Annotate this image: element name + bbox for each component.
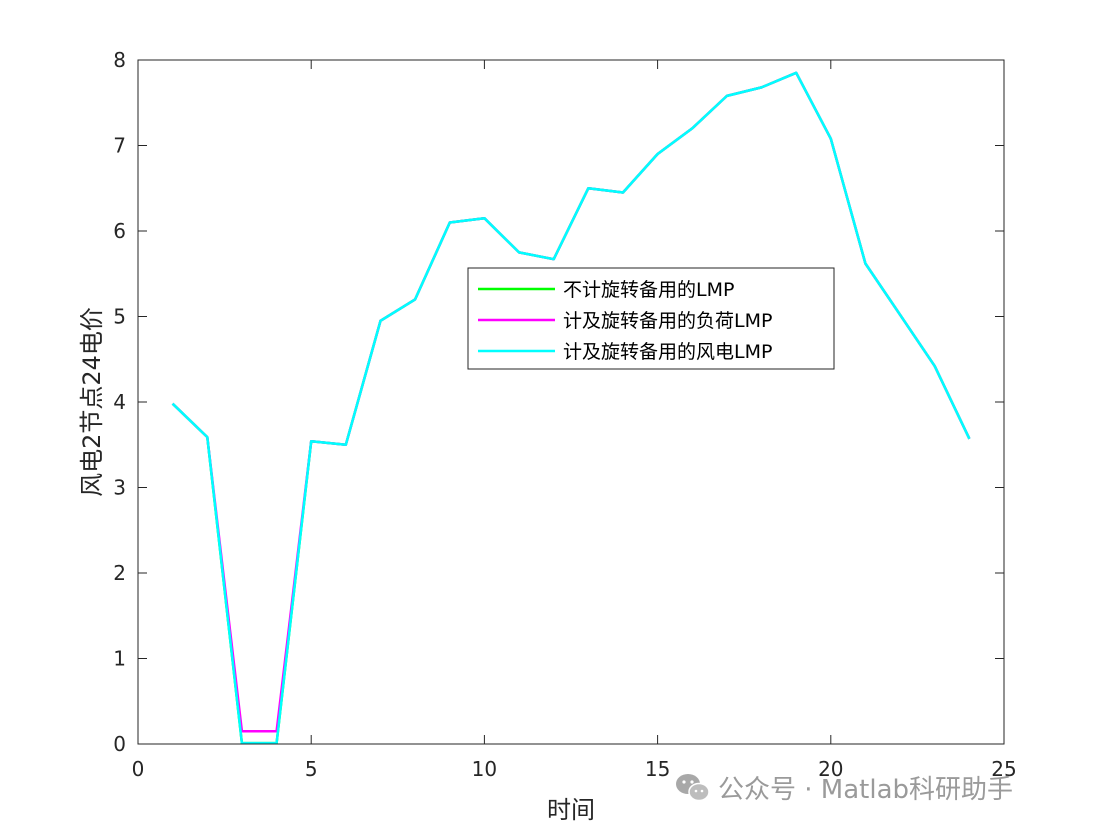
- y-tick-label: 8: [113, 48, 126, 72]
- axes-group: 0 5 10 15 20 25 0 1 2 3 4 5 6 7 8: [113, 48, 1016, 781]
- y-tick-label: 5: [113, 305, 126, 329]
- x-tick-label: 25: [991, 757, 1016, 781]
- legend: 不计旋转备用的LMP 计及旋转备用的负荷LMP 计及旋转备用的风电LMP: [467, 267, 835, 370]
- legend-label-1: 不计旋转备用的LMP: [563, 279, 734, 301]
- legend-label-3: 计及旋转备用的风电LMP: [563, 341, 772, 363]
- series-line-3: [171, 71, 971, 745]
- x-tick-label: 5: [305, 757, 318, 781]
- y-tick-label: 3: [113, 476, 126, 500]
- legend-label-2: 计及旋转备用的负荷LMP: [563, 310, 772, 332]
- x-tick-label: 20: [818, 757, 843, 781]
- series-group: [171, 71, 971, 745]
- plot-area: [138, 60, 1004, 744]
- x-axis-title: 时间: [547, 796, 595, 824]
- y-tick-label: 2: [113, 561, 126, 585]
- y-tick-label: 6: [113, 219, 126, 243]
- watermark-text: 公众号 · Matlab科研助手: [718, 775, 1013, 805]
- x-tick-label: 15: [645, 757, 670, 781]
- x-tick-label: 10: [472, 757, 497, 781]
- y-tick-label: 1: [113, 647, 126, 671]
- y-tick-label: 7: [113, 134, 126, 158]
- y-axis-title: 风电2节点24电价: [78, 307, 106, 497]
- legend-items: 不计旋转备用的LMP 计及旋转备用的负荷LMP 计及旋转备用的风电LMP: [478, 279, 772, 363]
- y-tick-label: 0: [113, 732, 126, 756]
- y-tick-label: 4: [113, 390, 126, 414]
- wechat-icon: [676, 774, 710, 802]
- x-tick-label: 0: [132, 757, 145, 781]
- watermark: 公众号 · Matlab科研助手: [676, 774, 1013, 805]
